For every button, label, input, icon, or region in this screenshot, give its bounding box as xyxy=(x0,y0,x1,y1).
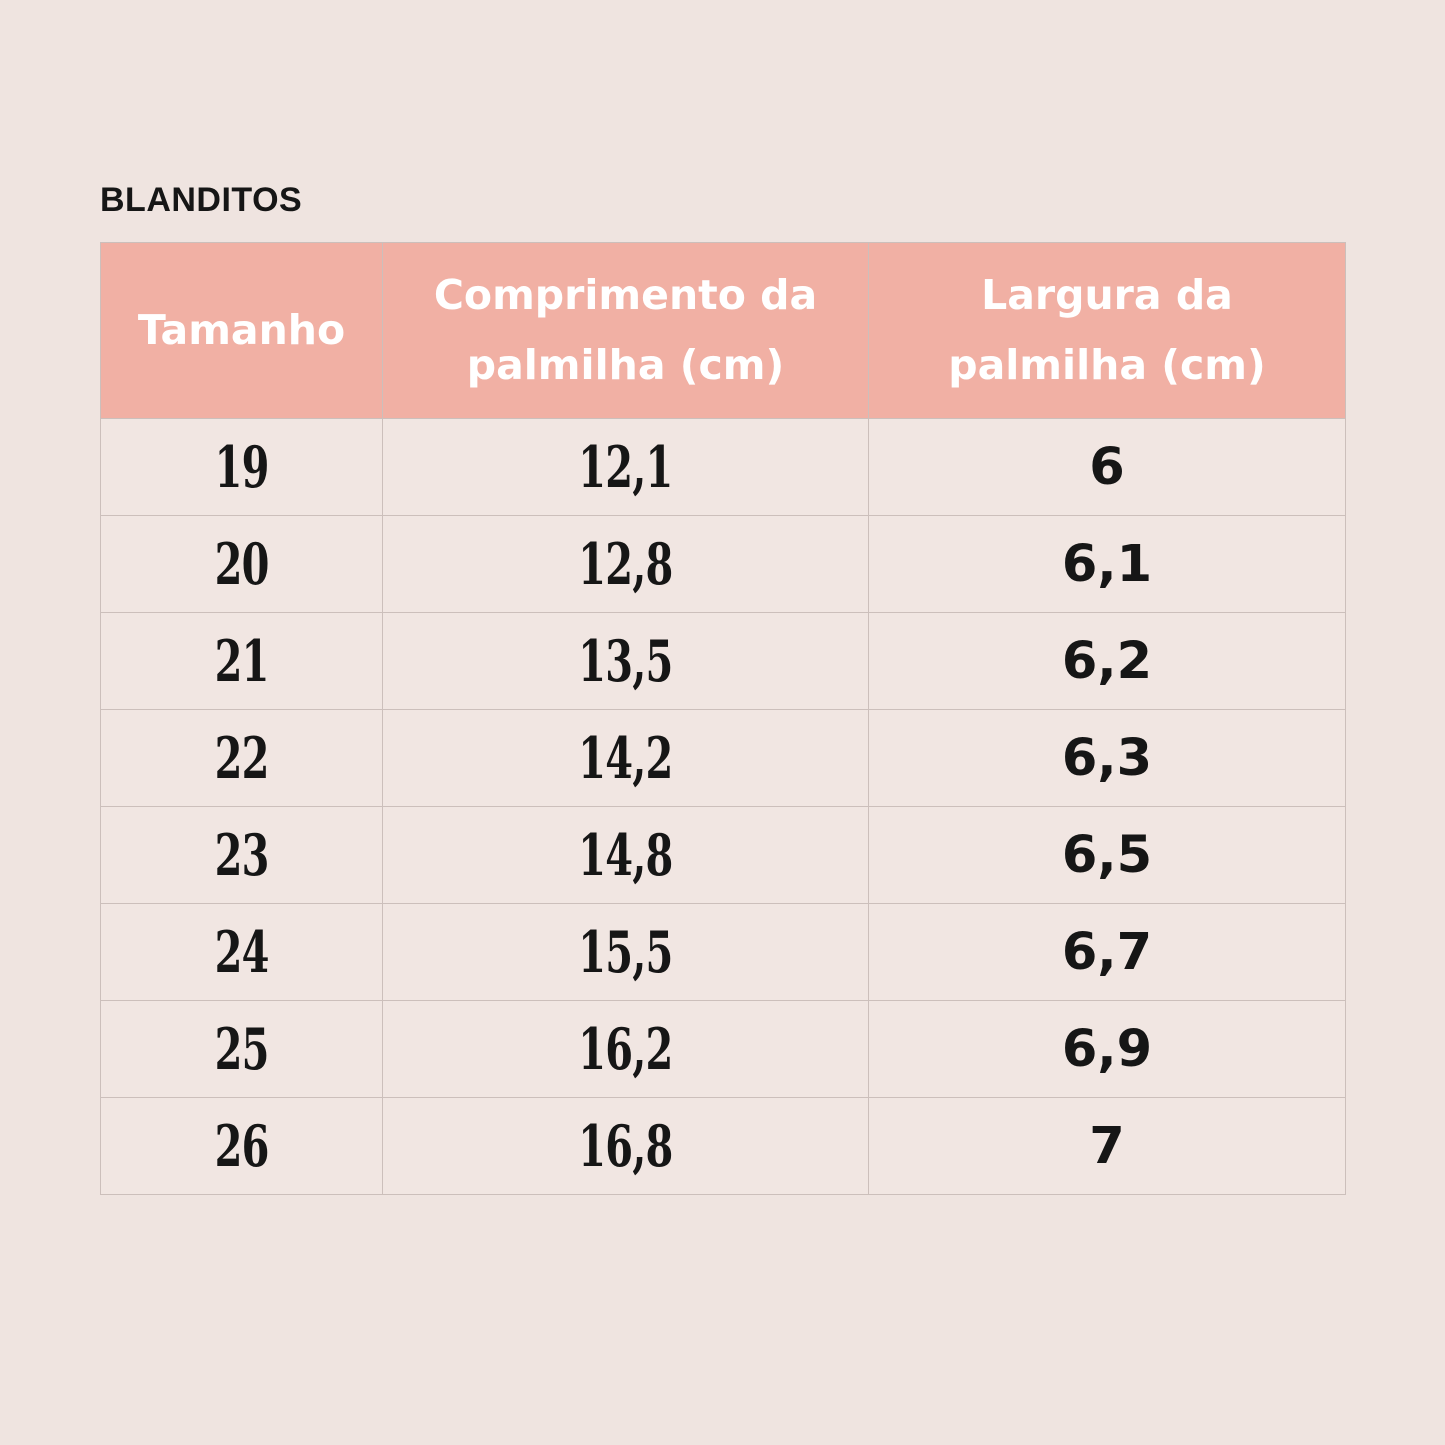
cell-value: 6 xyxy=(1089,437,1125,497)
table-cell-comprimento: 14,8 xyxy=(382,806,869,904)
cell-value: 21 xyxy=(214,627,269,695)
column-header-largura: Largura da palmilha (cm) xyxy=(868,242,1346,419)
table-cell-comprimento: 14,2 xyxy=(382,709,869,807)
table-cell-tamanho: 23 xyxy=(100,806,383,904)
table-row: 23 14,8 6,5 xyxy=(100,806,1346,904)
cell-value: 24 xyxy=(214,918,269,986)
table-cell-tamanho: 24 xyxy=(100,903,383,1001)
table-cell-comprimento: 15,5 xyxy=(382,903,869,1001)
cell-value: 14,2 xyxy=(578,724,673,792)
cell-value: 15,5 xyxy=(578,918,673,986)
table-row: 26 16,8 7 xyxy=(100,1097,1346,1195)
cell-value: 6,9 xyxy=(1061,1019,1153,1079)
column-header-label: Comprimento da palmilha (cm) xyxy=(433,270,818,389)
cell-value: 16,8 xyxy=(578,1112,673,1180)
table-cell-largura: 7 xyxy=(868,1097,1346,1195)
cell-value: 12,8 xyxy=(578,530,673,598)
cell-value: 6,7 xyxy=(1061,922,1153,982)
size-chart-table: Tamanho Comprimento da palmilha (cm) Lar… xyxy=(100,242,1346,1195)
cell-value: 16,2 xyxy=(578,1015,673,1083)
table-cell-largura: 6,3 xyxy=(868,709,1346,807)
table-cell-comprimento: 12,8 xyxy=(382,515,869,613)
cell-value: 26 xyxy=(214,1112,269,1180)
table-cell-tamanho: 25 xyxy=(100,1000,383,1098)
table-cell-comprimento: 13,5 xyxy=(382,612,869,710)
table-row: 19 12,1 6 xyxy=(100,418,1346,516)
cell-value: 6,5 xyxy=(1061,825,1153,885)
cell-value: 23 xyxy=(214,821,269,889)
table-cell-largura: 6,2 xyxy=(868,612,1346,710)
column-header-comprimento: Comprimento da palmilha (cm) xyxy=(382,242,869,419)
cell-value: 6,2 xyxy=(1061,631,1153,691)
header-row: Tamanho Comprimento da palmilha (cm) Lar… xyxy=(100,242,1346,419)
table-cell-largura: 6,1 xyxy=(868,515,1346,613)
cell-value: 13,5 xyxy=(578,627,673,695)
cell-value: 7 xyxy=(1089,1116,1125,1176)
table-cell-largura: 6 xyxy=(868,418,1346,516)
cell-value: 6,1 xyxy=(1061,534,1153,594)
size-chart-body: 19 12,1 6 20 12,8 6,1 21 13,5 6,2 22 14,2 6,3 23 14,8… xyxy=(100,418,1346,1195)
table-cell-largura: 6,9 xyxy=(868,1000,1346,1098)
table-cell-comprimento: 12,1 xyxy=(382,418,869,516)
table-cell-tamanho: 20 xyxy=(100,515,383,613)
cell-value: 22 xyxy=(214,724,269,792)
cell-value: 19 xyxy=(214,433,269,501)
column-header-label: Tamanho xyxy=(137,305,346,354)
table-row: 22 14,2 6,3 xyxy=(100,709,1346,807)
cell-value: 20 xyxy=(214,530,269,598)
table-cell-tamanho: 22 xyxy=(100,709,383,807)
column-header-label: Largura da palmilha (cm) xyxy=(948,270,1266,389)
table-row: 24 15,5 6,7 xyxy=(100,903,1346,1001)
table-cell-comprimento: 16,8 xyxy=(382,1097,869,1195)
table-row: 20 12,8 6,1 xyxy=(100,515,1346,613)
table-cell-largura: 6,5 xyxy=(868,806,1346,904)
cell-value: 14,8 xyxy=(578,821,673,889)
cell-value: 6,3 xyxy=(1061,728,1153,788)
column-header-tamanho: Tamanho xyxy=(100,242,383,419)
cell-value: 25 xyxy=(214,1015,269,1083)
table-cell-comprimento: 16,2 xyxy=(382,1000,869,1098)
table-cell-tamanho: 26 xyxy=(100,1097,383,1195)
table-cell-largura: 6,7 xyxy=(868,903,1346,1001)
cell-value: 12,1 xyxy=(578,433,673,501)
table-cell-tamanho: 19 xyxy=(100,418,383,516)
table-row: 21 13,5 6,2 xyxy=(100,612,1346,710)
table-row: 25 16,2 6,9 xyxy=(100,1000,1346,1098)
page-title: BLANDITOS xyxy=(100,181,303,219)
table-cell-tamanho: 21 xyxy=(100,612,383,710)
